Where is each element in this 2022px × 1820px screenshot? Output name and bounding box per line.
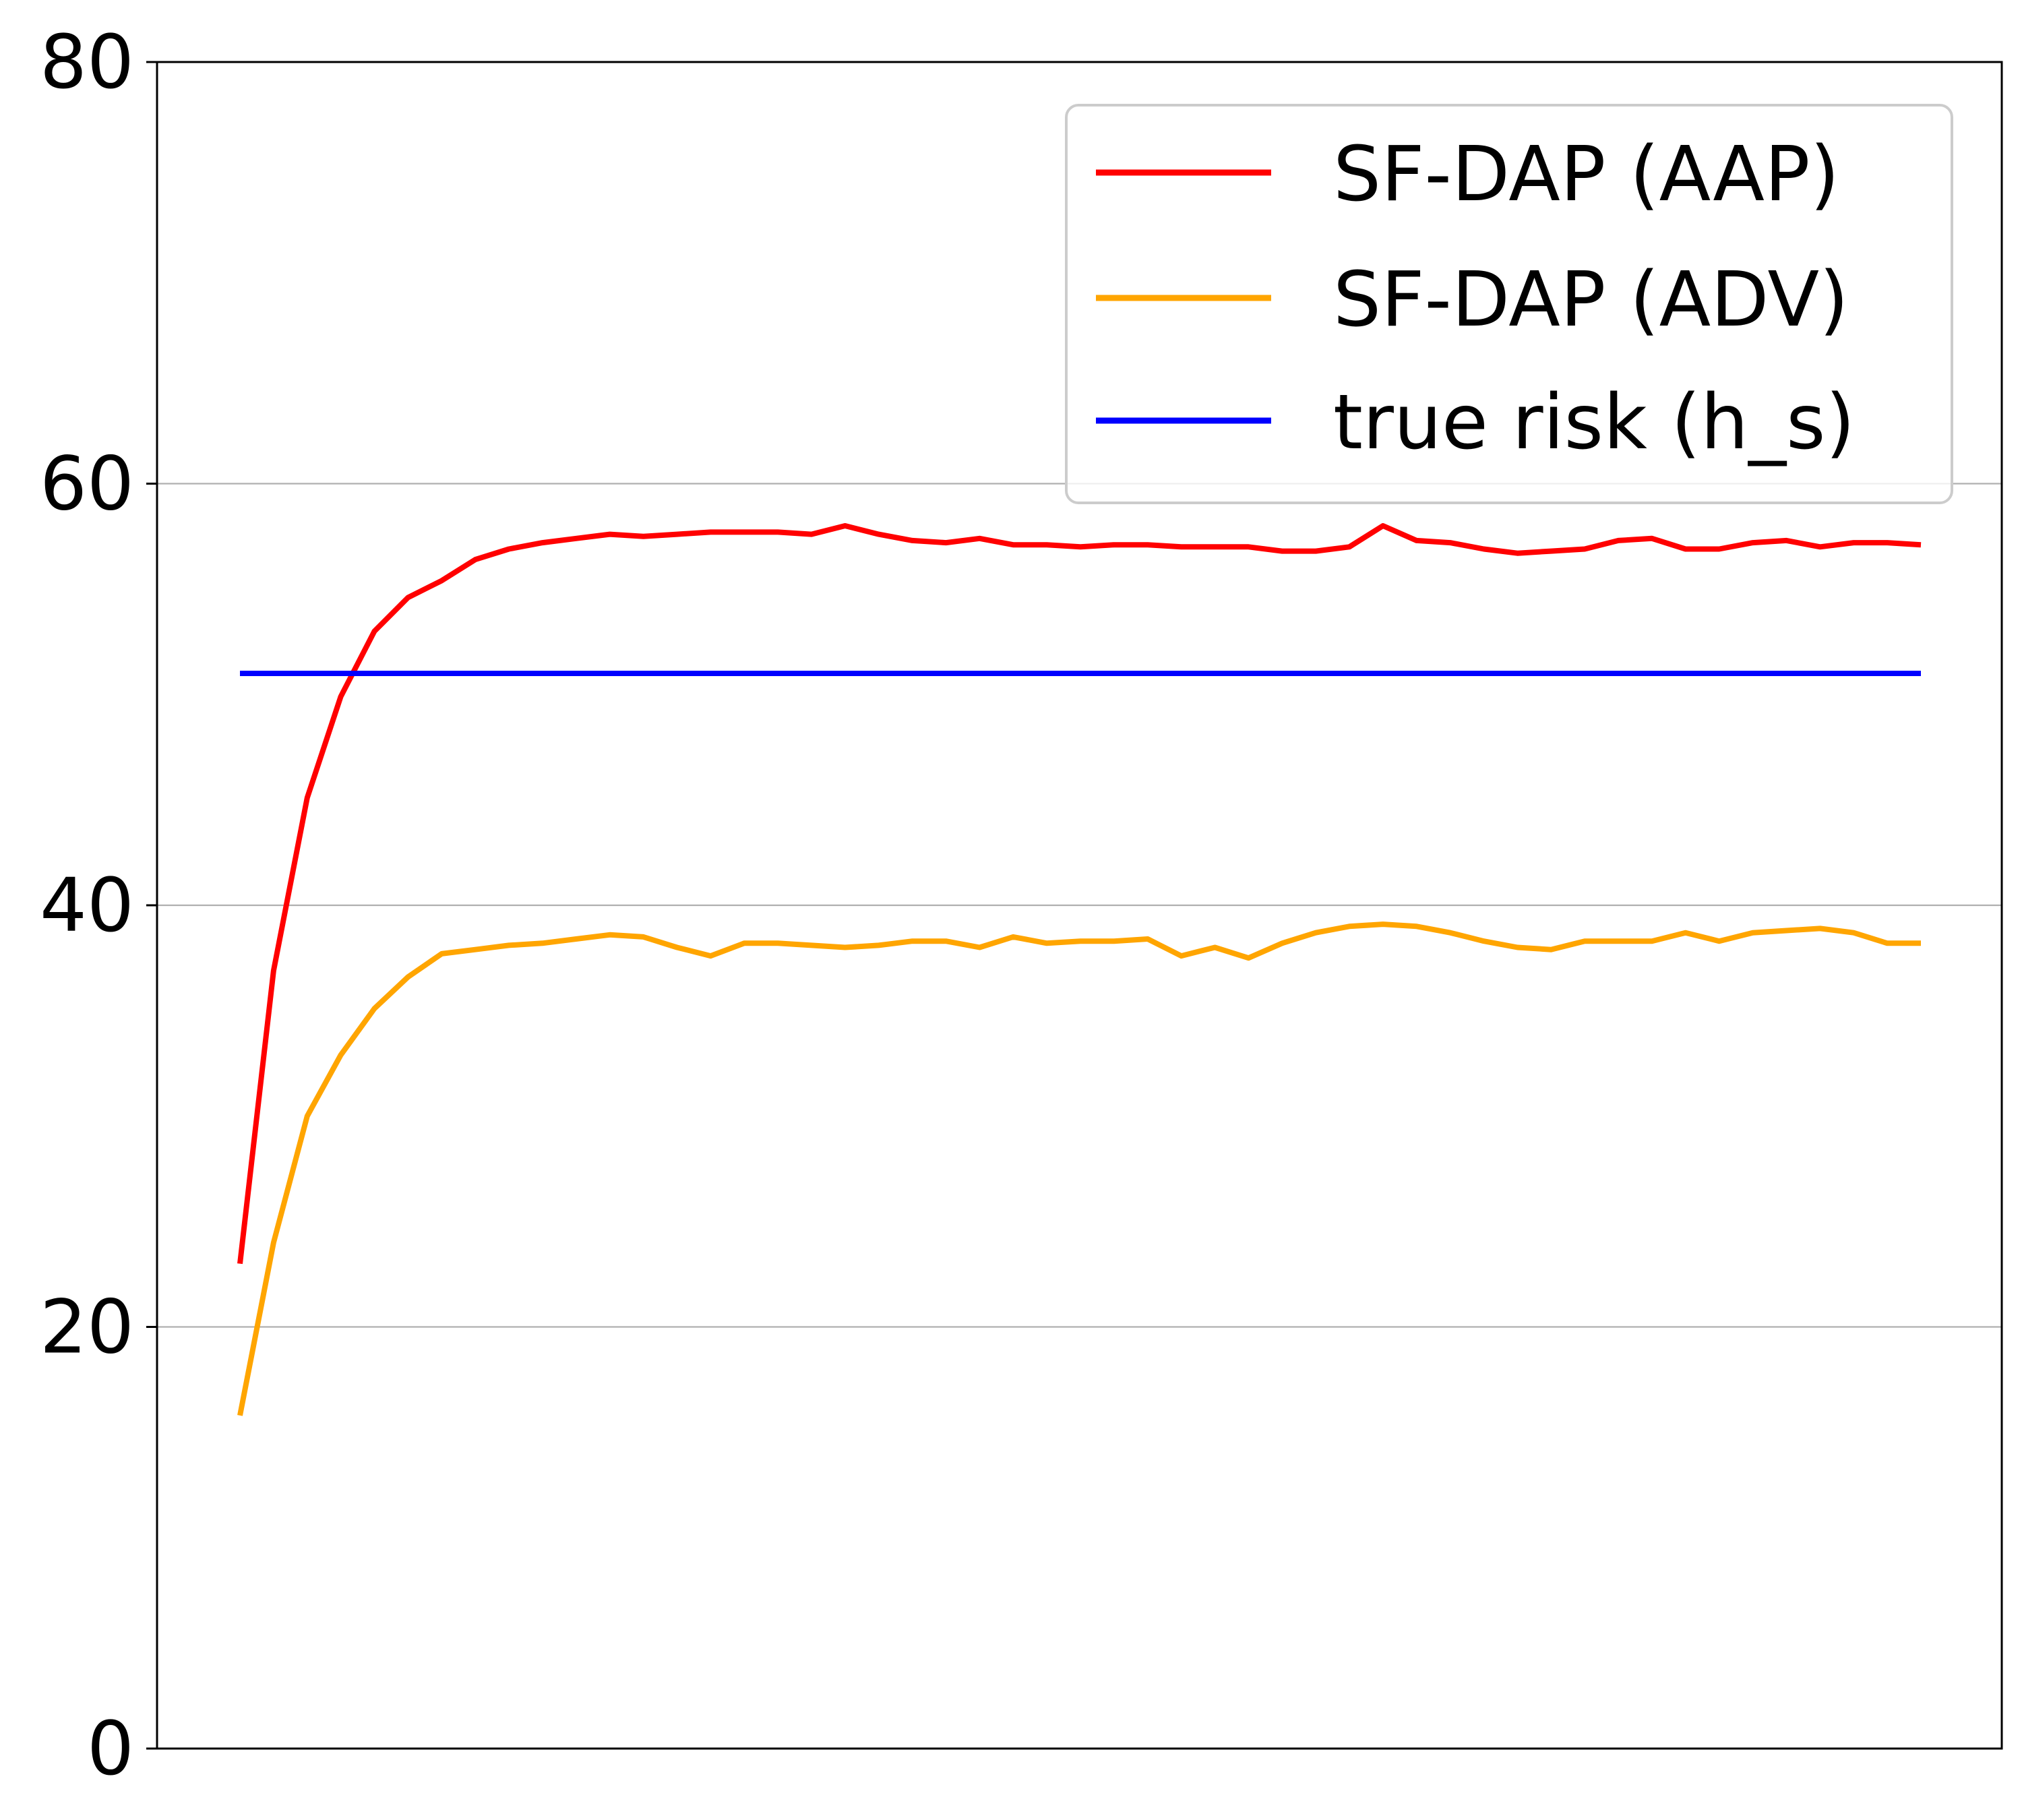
y-tick-label-0: 0 — [87, 1705, 134, 1792]
series-lines — [237, 523, 1922, 1416]
legend-label-true-risk: true risk (h_s) — [1333, 379, 1855, 466]
y-tick-label-60: 60 — [40, 441, 134, 527]
series-line-aap — [237, 523, 1922, 1265]
y-axis-ticks: 0 20 40 60 80 — [40, 19, 157, 1792]
y-tick-label-80: 80 — [40, 19, 134, 105]
y-tick-label-40: 40 — [40, 862, 134, 948]
y-tick-label-20: 20 — [40, 1284, 134, 1370]
series-line-adv — [237, 921, 1921, 1416]
legend-label-aap: SF-DAP (AAP) — [1333, 131, 1839, 218]
legend-box — [1065, 104, 1953, 504]
legend-label-adv: SF-DAP (ADV) — [1333, 256, 1849, 344]
legend: SF-DAP (AAP) SF-DAP (ADV) true risk (h_s… — [1065, 104, 1953, 504]
